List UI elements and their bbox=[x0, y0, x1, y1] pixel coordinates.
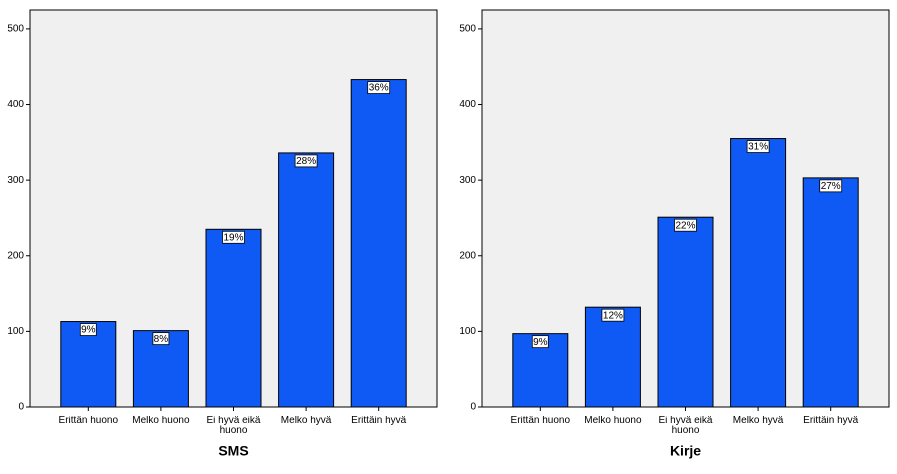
y-tick-label: 0 bbox=[470, 402, 476, 413]
data-label-box bbox=[79, 323, 97, 336]
y-tick-label: 100 bbox=[459, 326, 476, 337]
data-label-box bbox=[601, 308, 625, 322]
data-label-box bbox=[152, 332, 170, 346]
x-tick-label-box: Erittän huono bbox=[510, 416, 571, 426]
x-tick-label: Melko huono bbox=[132, 416, 190, 426]
x-tick-label-box: Erittäin hyvä bbox=[803, 416, 859, 426]
data-label: 8% bbox=[154, 334, 169, 345]
bar bbox=[350, 79, 407, 408]
data-label-box bbox=[294, 154, 318, 168]
y-tick-label: 500 bbox=[7, 24, 24, 35]
x-tick-label-box: Melko hyvä bbox=[732, 416, 784, 426]
bar bbox=[205, 228, 262, 408]
bar bbox=[802, 177, 859, 408]
y-tick-label: 200 bbox=[7, 250, 24, 261]
y-tick-label: 500 bbox=[459, 24, 476, 35]
x-tick-label-box: Ei hyvä eikä huono bbox=[206, 416, 261, 436]
data-label: 22% bbox=[675, 220, 695, 231]
x-tick-label: Ei hyvä eikä huono bbox=[206, 416, 261, 436]
data-label: 9% bbox=[81, 325, 96, 336]
y-tick-label: 300 bbox=[7, 175, 24, 186]
data-label: 36% bbox=[369, 83, 389, 94]
x-tick-label-box: Erittän huono bbox=[58, 416, 119, 426]
x-tick-label-box: Melko huono bbox=[132, 416, 190, 426]
x-tick-label-box: Erittäin hyvä bbox=[351, 416, 407, 426]
data-label-box bbox=[222, 230, 245, 244]
y-tick-label: 200 bbox=[459, 250, 476, 261]
x-tick-label: Erittäin hyvä bbox=[351, 416, 407, 426]
data-label: 12% bbox=[603, 310, 623, 321]
x-tick-label-box: Melko hyvä bbox=[280, 416, 332, 426]
x-tick-label: Ei hyvä eikä huono bbox=[658, 416, 713, 436]
y-tick-label: 0 bbox=[18, 402, 24, 413]
x-tick-label: Melko hyvä bbox=[732, 416, 784, 426]
x-tick-label: Melko hyvä bbox=[280, 416, 332, 426]
data-label-box bbox=[367, 81, 391, 94]
y-tick-label: 300 bbox=[459, 175, 476, 186]
chart-title: Kirje bbox=[670, 443, 701, 459]
data-label: 27% bbox=[821, 181, 841, 192]
data-label: 9% bbox=[533, 337, 548, 348]
x-tick-label: Erittäin hyvä bbox=[803, 416, 859, 426]
y-tick-label: 400 bbox=[7, 99, 24, 110]
bar bbox=[730, 138, 787, 408]
bar bbox=[657, 216, 714, 408]
data-label-box bbox=[531, 335, 549, 349]
data-label: 19% bbox=[223, 232, 243, 243]
bar bbox=[584, 306, 641, 408]
chart-title: SMS bbox=[218, 443, 248, 459]
data-label: 31% bbox=[748, 142, 768, 153]
x-tick-label: Melko huono bbox=[584, 416, 642, 426]
data-label: 28% bbox=[296, 156, 316, 167]
x-tick-label-box: Melko huono bbox=[584, 416, 642, 426]
x-tick-label: Erittän huono bbox=[510, 416, 571, 426]
data-label-box bbox=[674, 218, 697, 232]
x-tick-label-box: Ei hyvä eikä huono bbox=[658, 416, 713, 436]
data-label-box bbox=[746, 140, 770, 153]
x-tick-label: Erittän huono bbox=[58, 416, 119, 426]
bar bbox=[278, 152, 335, 408]
y-tick-label: 400 bbox=[459, 99, 476, 110]
y-tick-label: 100 bbox=[7, 326, 24, 337]
data-label-box bbox=[819, 179, 843, 193]
